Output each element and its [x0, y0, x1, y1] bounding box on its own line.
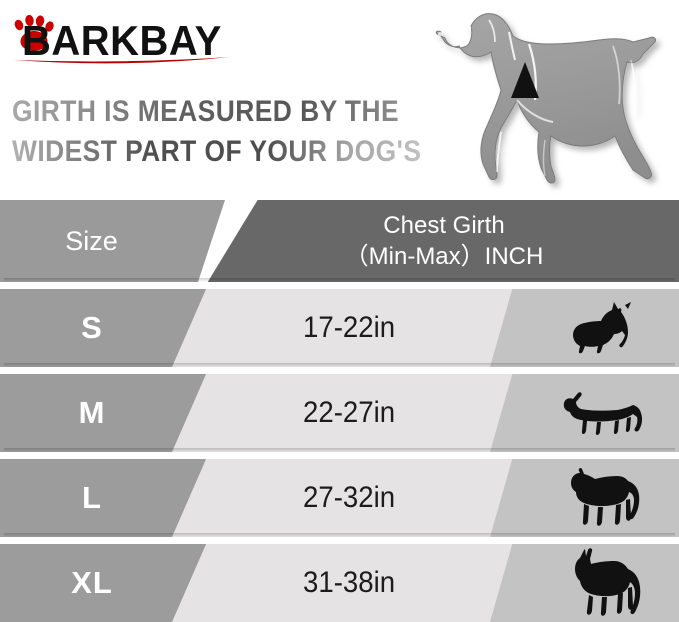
header-cell-size: Size: [0, 200, 225, 282]
girth-value: 17-22in: [302, 311, 396, 344]
header-girth-text: Chest Girth （Min-Max）INCH: [345, 210, 544, 272]
girth-cell: 22-27in: [172, 374, 520, 452]
header-cell-chest-girth: Chest Girth （Min-Max）INCH: [207, 200, 679, 282]
dog-icon-cell: [490, 544, 679, 622]
up-arrow-marker: [511, 62, 539, 98]
header-girth-line-1: Chest Girth: [383, 212, 505, 239]
girth-cell: 17-22in: [172, 289, 520, 367]
chihuahua-silhouette-icon: [563, 301, 641, 355]
girth-cell: 31-38in: [172, 544, 520, 622]
girth-value: 27-32in: [302, 481, 396, 514]
dog-body-shape: [435, 13, 656, 184]
headline-line-2: WIDEST PART OF YOUR DOG'S CHEST.: [12, 132, 525, 172]
header-size-label: Size: [65, 225, 118, 256]
barkbay-logo: BARKBAY: [8, 8, 238, 64]
header-banner: BARKBAY GIRTH IS MEASURED BY THE WIDEST …: [0, 0, 679, 200]
dog-icon-cell: [490, 374, 679, 452]
brand-wordmark: BARKBAY: [22, 17, 222, 64]
table-header-row: Size Chest Girth （Min-Max）INCH: [0, 200, 679, 282]
paw-print-icon: [14, 14, 54, 51]
table-row: L 27-32in: [0, 459, 679, 537]
table-row: M 22-27in: [0, 374, 679, 452]
size-chart-table: Size Chest Girth （Min-Max）INCH S 17-22in: [0, 200, 679, 622]
table-row: S 17-22in: [0, 289, 679, 367]
dog-side-profile-illustration: [417, 0, 677, 200]
great-dane-silhouette-icon: [562, 548, 642, 618]
size-value: M: [78, 395, 106, 430]
dachshund-silhouette-icon: [559, 387, 645, 439]
girth-value: 31-38in: [302, 566, 396, 599]
size-value: L: [82, 480, 102, 515]
dog-icon-cell: [490, 289, 679, 367]
header-girth-line-2: （Min-Max）INCH: [344, 243, 544, 270]
headline-line-1: GIRTH IS MEASURED BY THE: [12, 92, 426, 132]
size-value: S: [81, 310, 103, 345]
logo-underline: [14, 57, 230, 64]
mastiff-silhouette-icon: [562, 467, 642, 529]
headline-block: GIRTH IS MEASURED BY THE WIDEST PART OF …: [12, 92, 525, 172]
girth-cell: 27-32in: [172, 459, 520, 537]
table-row: XL 31-38in: [0, 544, 679, 622]
size-value: XL: [71, 565, 113, 600]
girth-value: 22-27in: [302, 396, 396, 429]
dog-icon-cell: [490, 459, 679, 537]
